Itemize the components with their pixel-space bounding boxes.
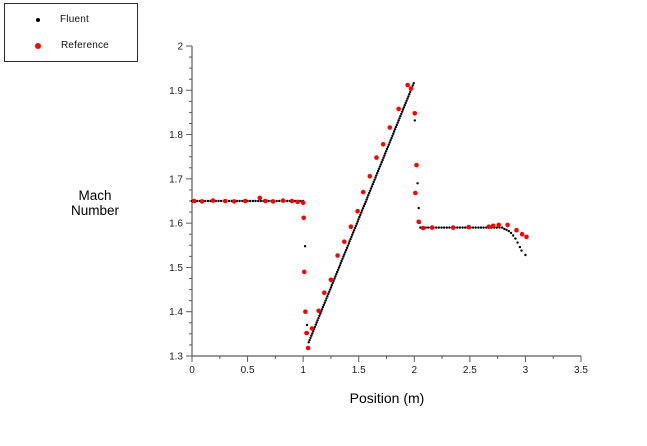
legend-label-reference: Reference [61,40,109,51]
legend-item-reference: Reference [5,39,137,52]
legend: Fluent Reference [4,3,138,62]
y-tick-label: 2 [177,42,183,53]
y-tick-label: 1.7 [169,174,183,185]
x-tick-label: 0.5 [241,365,255,376]
legend-item-fluent: Fluent [5,13,137,26]
x-axis-title: Position (m) [349,390,425,406]
x-tick-label: 1.5 [352,365,366,376]
y-axis-title: Mach Number [70,188,119,218]
x-tick-label: 1 [300,365,306,376]
x-tick-label: 0 [189,365,195,376]
y-tick-label: 1.4 [169,307,183,318]
y-tick-label: 1.5 [169,263,183,274]
y-tick-label: 1.9 [169,86,183,97]
y-tick-label: 1.6 [169,219,183,230]
x-tick-label: 2 [412,365,418,376]
fluent-marker-icon [36,17,40,22]
x-tick-label: 2.5 [463,365,477,376]
x-tick-label: 3.5 [574,365,588,376]
reference-marker-icon [35,42,41,49]
x-tick-label: 3 [523,365,529,376]
y-tick-label: 1.8 [169,130,183,141]
y-tick-label: 1.3 [169,352,183,363]
legend-label-fluent: Fluent [60,14,89,25]
